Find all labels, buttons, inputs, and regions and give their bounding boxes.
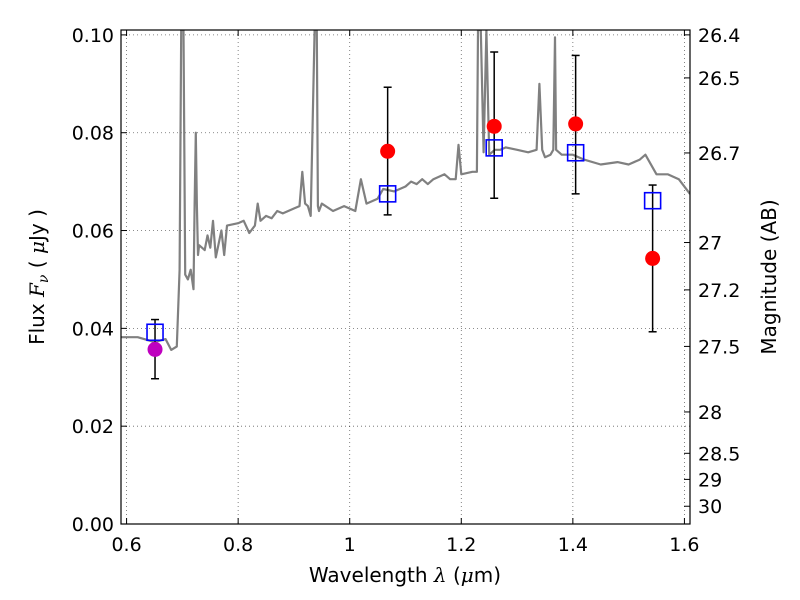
x-axis-title: Wavelength λ (μm) [309, 563, 501, 587]
right-tick-label: 27.5 [698, 336, 740, 358]
model-point [643, 191, 662, 210]
right-tick-labels: 26.4 26.5 26.7 27 27.2 27.5 28 28.5 29 30 [698, 25, 740, 518]
model-point [566, 143, 585, 162]
x-tick-label: 1.4 [558, 534, 588, 556]
right-tick-label: 28.5 [698, 443, 740, 465]
observed-photometry-series [147, 116, 661, 357]
observed-point [568, 116, 584, 132]
right-tick-label: 26.5 [698, 68, 740, 90]
observed-point [486, 118, 502, 134]
observed-point [147, 341, 163, 357]
right-tick-label: 27 [698, 233, 722, 255]
y-axis-title: Flux Fν ( μJy ) [25, 209, 52, 345]
x-tick-label: 0.8 [223, 534, 253, 556]
right-axis-title: Magnitude (AB) [757, 199, 781, 354]
right-tick-label: 28 [698, 402, 722, 424]
model-point [485, 139, 503, 157]
plot-frame [120, 29, 691, 525]
y-tick-label: 0.02 [72, 416, 114, 438]
y-tick-labels: 0.00 0.02 0.04 0.06 0.08 0.10 [72, 25, 114, 536]
observed-point [380, 143, 396, 159]
x-tick-label: 1.2 [446, 534, 476, 556]
spectrum-line [121, 30, 690, 351]
model-point [378, 185, 397, 203]
right-tick-label: 27.2 [698, 280, 740, 302]
right-tick-label: 30 [698, 496, 722, 518]
axis-ticks [121, 30, 690, 525]
y-tick-label: 0.04 [72, 318, 114, 340]
x-tick-labels: 0.6 0.8 1 1.2 1.4 1.6 [111, 534, 699, 556]
y-tick-label: 0.08 [72, 123, 114, 145]
spectrum-series [121, 30, 690, 351]
right-tick-label: 29 [698, 469, 722, 491]
right-tick-label: 26.7 [698, 143, 740, 165]
x-tick-label: 0.6 [111, 534, 141, 556]
y-tick-label: 0.00 [72, 514, 114, 536]
x-tick-label: 1.6 [669, 534, 699, 556]
observed-point [645, 250, 661, 266]
model-photometry-series [146, 139, 662, 342]
y-tick-label: 0.06 [72, 221, 114, 243]
model-point [146, 323, 164, 342]
right-tick-label: 26.4 [698, 25, 740, 47]
grid [121, 30, 690, 524]
x-tick-label: 1 [344, 534, 356, 556]
y-tick-label: 0.10 [72, 25, 114, 47]
